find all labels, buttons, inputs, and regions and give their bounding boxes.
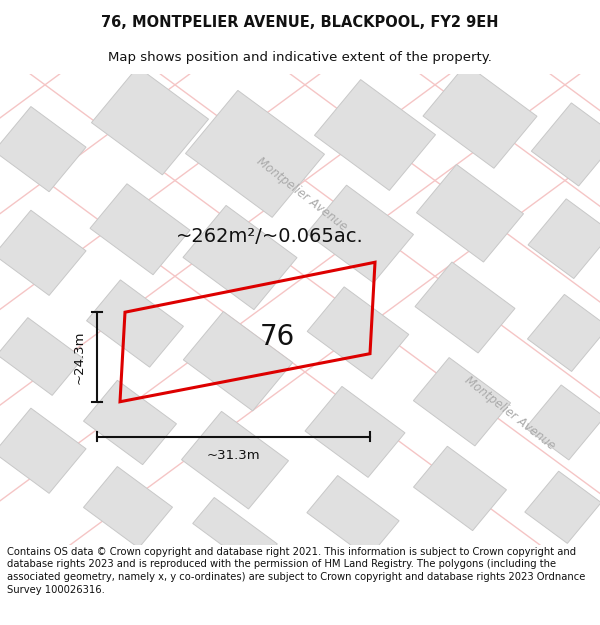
Polygon shape — [314, 79, 436, 191]
Polygon shape — [0, 318, 83, 396]
Polygon shape — [307, 287, 409, 379]
Polygon shape — [90, 184, 190, 275]
Polygon shape — [413, 446, 506, 531]
Polygon shape — [183, 206, 297, 309]
Text: Map shows position and indicative extent of the property.: Map shows position and indicative extent… — [108, 51, 492, 64]
Polygon shape — [83, 380, 176, 464]
Text: 76: 76 — [260, 323, 295, 351]
Polygon shape — [527, 294, 600, 371]
Polygon shape — [525, 471, 600, 543]
Polygon shape — [0, 210, 86, 296]
Polygon shape — [416, 164, 523, 262]
Text: ~24.3m: ~24.3m — [73, 330, 86, 384]
Text: Contains OS data © Crown copyright and database right 2021. This information is : Contains OS data © Crown copyright and d… — [7, 547, 586, 595]
Polygon shape — [193, 498, 277, 570]
Polygon shape — [0, 408, 86, 493]
Polygon shape — [91, 67, 209, 175]
Polygon shape — [413, 357, 511, 446]
Polygon shape — [528, 199, 600, 279]
Text: ~31.3m: ~31.3m — [206, 449, 260, 462]
Text: Montpelier Avenue: Montpelier Avenue — [462, 374, 558, 452]
Polygon shape — [307, 476, 399, 558]
Polygon shape — [305, 386, 405, 478]
Polygon shape — [526, 385, 600, 460]
Polygon shape — [86, 280, 184, 367]
Polygon shape — [185, 91, 325, 218]
Polygon shape — [423, 64, 537, 168]
Polygon shape — [307, 185, 413, 282]
Polygon shape — [0, 106, 86, 192]
Polygon shape — [532, 103, 600, 186]
Text: 76, MONTPELIER AVENUE, BLACKPOOL, FY2 9EH: 76, MONTPELIER AVENUE, BLACKPOOL, FY2 9E… — [101, 14, 499, 29]
Text: Montpelier Avenue: Montpelier Avenue — [254, 155, 350, 234]
Polygon shape — [184, 311, 293, 411]
Polygon shape — [415, 262, 515, 353]
Text: ~262m²/~0.065ac.: ~262m²/~0.065ac. — [176, 228, 364, 246]
Polygon shape — [83, 467, 173, 548]
Polygon shape — [182, 411, 289, 509]
